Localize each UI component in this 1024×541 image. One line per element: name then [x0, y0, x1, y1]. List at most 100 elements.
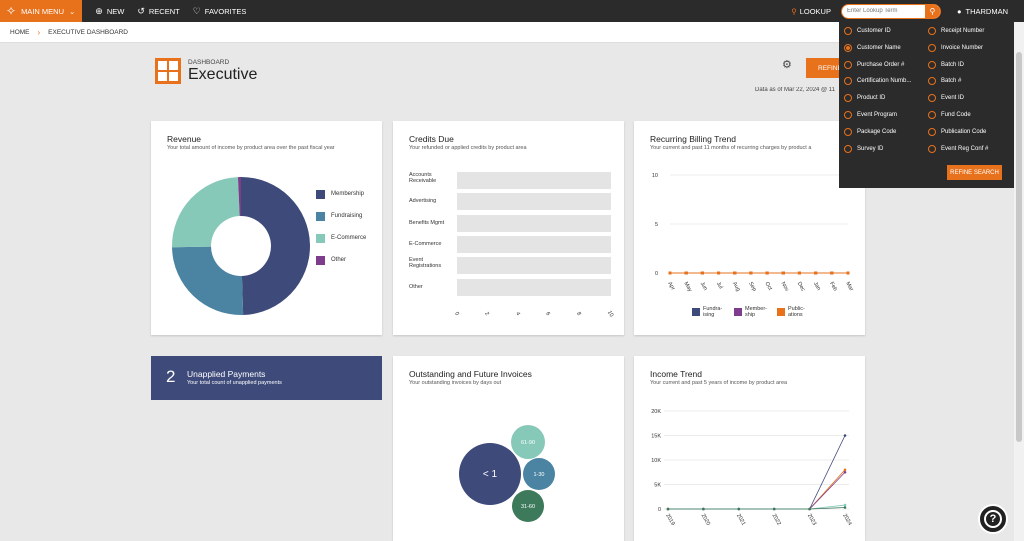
radio-button[interactable]: [844, 94, 852, 103]
chevron-right-icon: ›: [37, 27, 41, 37]
data-point[interactable]: [843, 506, 847, 509]
lookup-option[interactable]: Fund Code: [928, 111, 971, 119]
donut-slice-membership[interactable]: [241, 177, 311, 315]
refine-search-button[interactable]: REFINE SEARCH: [947, 165, 1002, 180]
series-line: [668, 469, 846, 510]
help-button[interactable]: ?: [978, 504, 1008, 534]
data-point[interactable]: [846, 271, 850, 275]
main-menu-button[interactable]: ✧ MAIN MENU ⌄: [0, 0, 83, 22]
radio-button[interactable]: [928, 60, 936, 69]
new-button[interactable]: ⊕ NEW: [95, 6, 124, 17]
refine-button[interactable]: REFINE: [806, 58, 846, 78]
lookup-option[interactable]: Event Program: [844, 111, 897, 119]
legend-item[interactable]: Fundraising: [316, 205, 366, 227]
lookup-option[interactable]: Event ID: [928, 94, 964, 103]
data-point[interactable]: [808, 507, 811, 511]
logo-icon: ✧: [6, 4, 17, 18]
lookup-option[interactable]: Event Reg Conf #: [928, 144, 988, 153]
data-point[interactable]: [843, 503, 847, 507]
data-point[interactable]: [666, 507, 670, 511]
radio-button[interactable]: [928, 127, 936, 136]
recurring-billing-card[interactable]: Recurring Billing Trend Your current and…: [634, 121, 865, 335]
lookup-button[interactable]: ⚲ LOOKUP: [791, 7, 831, 16]
user-menu[interactable]: ● THARDMAN: [957, 7, 1008, 16]
radio-button[interactable]: [844, 27, 852, 35]
radio-button[interactable]: [844, 144, 852, 153]
bubble[interactable]: [523, 458, 555, 490]
lookup-option[interactable]: Receipt Number: [928, 27, 984, 35]
bar-track: [457, 172, 611, 189]
data-point[interactable]: [733, 271, 737, 275]
breadcrumb-current: EXECUTIVE DASHBOARD: [48, 28, 128, 36]
revenue-card[interactable]: Revenue Your total amount of income by p…: [151, 121, 382, 335]
outstanding-invoices-card[interactable]: Outstanding and Future Invoices Your out…: [393, 356, 624, 541]
data-point[interactable]: [814, 271, 818, 275]
legend-swatch: [316, 255, 325, 265]
donut-slice-ecommerce[interactable]: [172, 177, 240, 248]
legend-item[interactable]: E-Commerce: [316, 227, 366, 249]
lookup-input[interactable]: [846, 8, 925, 14]
lookup-label: LOOKUP: [799, 6, 831, 16]
data-point[interactable]: [797, 271, 801, 275]
income-trend-card[interactable]: Income Trend Your current and past 5 yea…: [634, 356, 865, 541]
bubble[interactable]: [459, 443, 521, 505]
data-point[interactable]: [830, 271, 834, 275]
radio-button[interactable]: [844, 127, 852, 136]
data-point[interactable]: [843, 468, 847, 472]
radio-button[interactable]: [928, 27, 936, 35]
unapplied-payments-card[interactable]: 2 Unapplied Payments Your total count of…: [151, 356, 382, 400]
lookup-option[interactable]: Survey ID: [844, 144, 883, 153]
data-point[interactable]: [781, 271, 785, 275]
x-tick-label: 2022: [770, 513, 781, 527]
lookup-option[interactable]: Package Code: [844, 127, 896, 136]
gear-icon[interactable]: ⚙: [782, 59, 792, 71]
data-point[interactable]: [765, 271, 769, 275]
favorites-button[interactable]: ♡ FAVORITES: [193, 6, 247, 17]
lookup-option-label: Purchase Order #: [857, 61, 905, 68]
bubble[interactable]: [511, 425, 545, 459]
data-point[interactable]: [749, 271, 753, 275]
lookup-option[interactable]: Batch ID: [928, 60, 964, 69]
lookup-option[interactable]: Product ID: [844, 94, 885, 103]
data-point[interactable]: [843, 470, 847, 474]
lookup-option[interactable]: Invoice Number: [928, 43, 983, 52]
radio-button[interactable]: [928, 43, 936, 52]
donut-slice-other[interactable]: [237, 177, 241, 217]
data-point[interactable]: [684, 271, 688, 275]
recent-button[interactable]: ↺ RECENT: [137, 6, 179, 17]
radio-button[interactable]: [928, 77, 936, 86]
data-point[interactable]: [702, 507, 705, 511]
lookup-option[interactable]: Purchase Order #: [844, 60, 905, 69]
lookup-option[interactable]: Customer ID: [844, 27, 891, 35]
data-point[interactable]: [668, 271, 672, 275]
donut-slice-fundraising[interactable]: [172, 246, 244, 315]
scrollbar-thumb[interactable]: [1016, 52, 1022, 442]
lookup-option[interactable]: Customer Name: [844, 43, 901, 52]
lookup-option[interactable]: Certification Numb...: [844, 77, 911, 86]
card-title: Outstanding and Future Invoices: [409, 369, 532, 379]
radio-button[interactable]: [844, 111, 852, 119]
new-label: NEW: [106, 6, 125, 16]
breadcrumb-home[interactable]: HOME: [10, 28, 30, 36]
legend-item[interactable]: Membership: [316, 183, 366, 205]
x-tick-label: Mar: [844, 281, 854, 292]
page-scrollbar[interactable]: [1014, 22, 1024, 541]
radio-button[interactable]: [928, 144, 936, 153]
radio-button[interactable]: [844, 60, 852, 69]
search-submit-icon[interactable]: ⚲: [924, 4, 940, 18]
radio-button[interactable]: [928, 111, 936, 119]
credits-due-card[interactable]: Credits Due Your refunded or applied cre…: [393, 121, 624, 335]
radio-button[interactable]: [844, 77, 852, 86]
bubble[interactable]: [512, 490, 544, 522]
data-point[interactable]: [843, 434, 847, 437]
radio-button[interactable]: [928, 94, 936, 103]
data-point[interactable]: [700, 271, 704, 275]
radio-button[interactable]: [844, 43, 852, 52]
data-point[interactable]: [717, 271, 721, 275]
legend-item[interactable]: Other: [316, 249, 366, 271]
legend-swatch: [692, 308, 700, 316]
lookup-option[interactable]: Publication Code: [928, 127, 986, 136]
data-point[interactable]: [772, 507, 776, 511]
lookup-option[interactable]: Batch #: [928, 77, 961, 86]
data-point[interactable]: [737, 507, 741, 511]
